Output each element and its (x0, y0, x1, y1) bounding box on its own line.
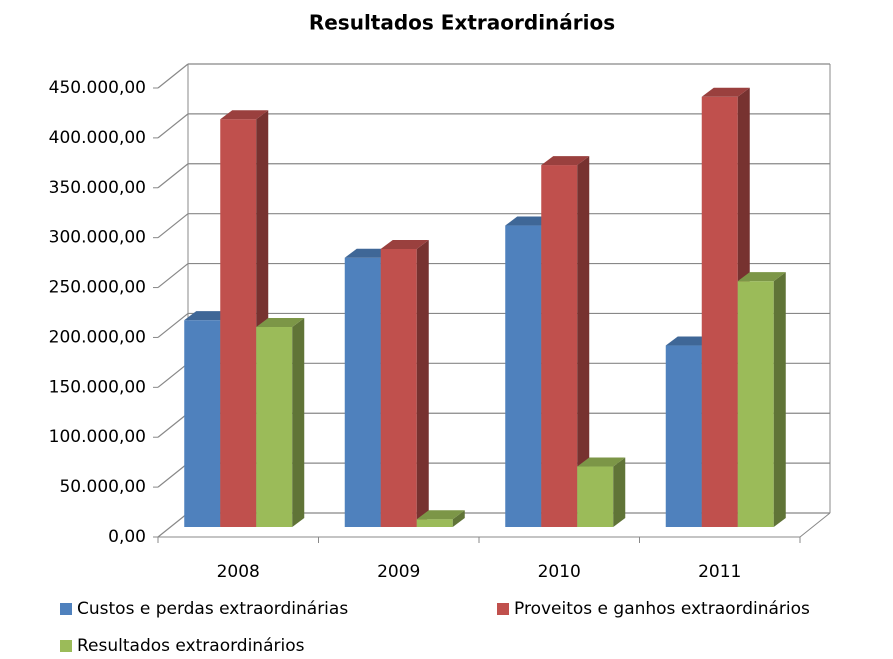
y-tick-label: 450.000,00 (49, 78, 146, 98)
bar-face (344, 257, 381, 527)
y-tick-label: 300.000,00 (49, 228, 146, 248)
legend-swatch (497, 603, 509, 615)
bar-face (577, 466, 614, 527)
grid-line (157, 462, 189, 488)
bar-face (256, 327, 293, 527)
grid-line (157, 63, 189, 89)
bar-face (505, 225, 542, 527)
x-tick-label: 2010 (538, 562, 581, 582)
bar (737, 272, 786, 527)
bar-face (416, 510, 465, 520)
grid-line (157, 312, 189, 338)
legend-label: Resultados extraordinários (77, 636, 305, 656)
bar-face (220, 110, 269, 120)
y-tick-label: 50.000,00 (59, 477, 146, 497)
x-tick-label: 2008 (217, 562, 260, 582)
y-tick-label: 150.000,00 (49, 377, 146, 397)
grid-line (157, 512, 189, 538)
y-tick-label: 400.000,00 (49, 128, 146, 148)
bar-face (701, 96, 738, 527)
y-tick-label: 100.000,00 (49, 427, 146, 447)
grid-line (157, 362, 189, 388)
legend-label: Custos e perdas extraordinárias (77, 599, 348, 619)
x-tick-label: 2009 (377, 562, 420, 582)
bar (541, 156, 590, 527)
grid-line (157, 213, 189, 239)
bar-face (613, 457, 626, 527)
bar-face (416, 239, 429, 527)
bar (256, 318, 305, 527)
grid-line (157, 113, 189, 139)
bar-face (577, 457, 626, 467)
bar (416, 510, 465, 527)
bar-face (577, 156, 590, 527)
y-tick-label: 200.000,00 (49, 327, 146, 347)
bar-face (773, 272, 786, 527)
legend-swatch (60, 640, 72, 652)
chart-title: Resultados Extraordinários (309, 11, 615, 35)
legend-label: Proveitos e ganhos extraordinários (514, 599, 810, 619)
bar-face (184, 320, 221, 527)
y-tick-label: 250.000,00 (49, 278, 146, 298)
bar-face (541, 156, 590, 166)
bar-face (380, 239, 429, 249)
bar-face (665, 345, 702, 527)
bar-face (452, 510, 465, 527)
bar-face (380, 248, 417, 527)
bar (577, 457, 626, 527)
bar-face (416, 519, 453, 527)
bar-face (256, 318, 305, 328)
x-tick-label: 2011 (698, 562, 741, 582)
bar-face (701, 87, 750, 97)
bar-face (737, 272, 786, 282)
grid-line (157, 163, 189, 189)
bar-face (541, 165, 578, 527)
bar (380, 239, 429, 527)
bar-face (292, 318, 305, 527)
grid-line (157, 412, 189, 438)
y-tick-label: 0,00 (108, 527, 146, 547)
y-tick-label: 350.000,00 (49, 178, 146, 198)
grid-line (157, 263, 189, 289)
axis (799, 512, 831, 538)
bar-face (220, 119, 257, 528)
bar-face (737, 281, 774, 527)
legend-swatch (60, 603, 72, 615)
